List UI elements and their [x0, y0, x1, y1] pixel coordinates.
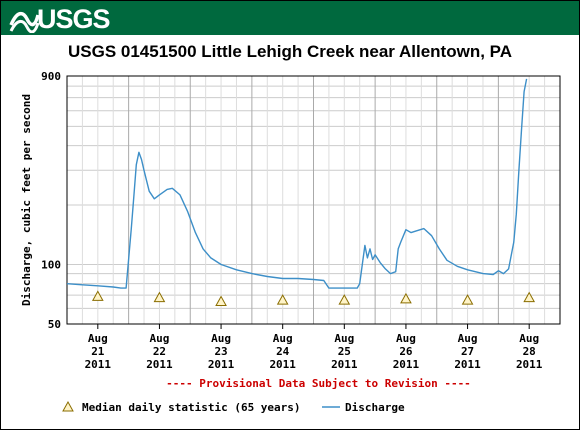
x-tick-label: Aug: [273, 332, 293, 345]
median-marker: [153, 291, 166, 303]
x-tick-label: 24: [276, 345, 290, 358]
median-marker: [91, 290, 104, 301]
chart-title: USGS 01451500 Little Lehigh Creek near A…: [67, 42, 513, 61]
discharge-line: [66, 78, 528, 289]
median-marker: [461, 294, 474, 305]
y-tick-label: 900: [41, 70, 61, 83]
grid-layer: [66, 75, 561, 325]
x-tick-label: 28: [523, 345, 536, 358]
median-marker: [400, 292, 412, 304]
median-marker: [523, 291, 536, 303]
median-marker: [215, 295, 227, 306]
median-marker: [276, 294, 289, 305]
provisional-note: ---- Provisional Data Subject to Revisio…: [166, 377, 471, 390]
data-layer: [66, 78, 536, 306]
x-tick-label: Aug: [334, 332, 354, 345]
y-tick-label: 100: [41, 259, 61, 272]
usgs-logo-text: USGS: [37, 4, 111, 34]
x-tick-label: 2011: [454, 358, 481, 371]
x-tick-label: 27: [461, 345, 474, 358]
legend-median-marker: [62, 400, 74, 412]
x-tick-label: Aug: [396, 332, 416, 345]
x-tick-label: Aug: [211, 332, 231, 345]
x-tick-label: Aug: [519, 332, 539, 345]
x-tick-label: 2011: [85, 358, 112, 371]
x-tick-label: 2011: [208, 358, 235, 371]
x-tick-label: 2011: [146, 358, 173, 371]
usgs-banner: USGS: [1, 1, 579, 35]
x-tick-label: 26: [399, 345, 413, 358]
x-tick-label: 2011: [269, 358, 296, 371]
x-tick-label: Aug: [150, 332, 170, 345]
x-tick-label: 2011: [331, 358, 358, 371]
x-tick-label: 2011: [393, 358, 420, 371]
x-tick-label: 23: [214, 345, 227, 358]
legend-layer: Median daily statistic (65 years) Dischar…: [62, 400, 405, 414]
y-tick-label: 50: [48, 318, 61, 331]
legend-median-label: Median daily statistic (65 years): [82, 401, 301, 414]
x-tick-label: Aug: [88, 332, 108, 345]
usgs-logo-icon: [9, 11, 39, 33]
x-tick-label: 21: [91, 345, 105, 358]
plot-border: [66, 75, 561, 325]
y-axis-label: Discharge, cubic feet per second: [20, 94, 33, 306]
x-tick-label: Aug: [458, 332, 478, 345]
median-marker: [338, 294, 351, 305]
x-tick-label: 2011: [516, 358, 543, 371]
axis-layer: 50 100 900 Discharge, cubic feet per second…: [20, 70, 561, 390]
legend-discharge-label: Discharge: [345, 401, 405, 414]
x-tick-label: 22: [153, 345, 166, 358]
x-tick-label: 25: [338, 345, 351, 358]
